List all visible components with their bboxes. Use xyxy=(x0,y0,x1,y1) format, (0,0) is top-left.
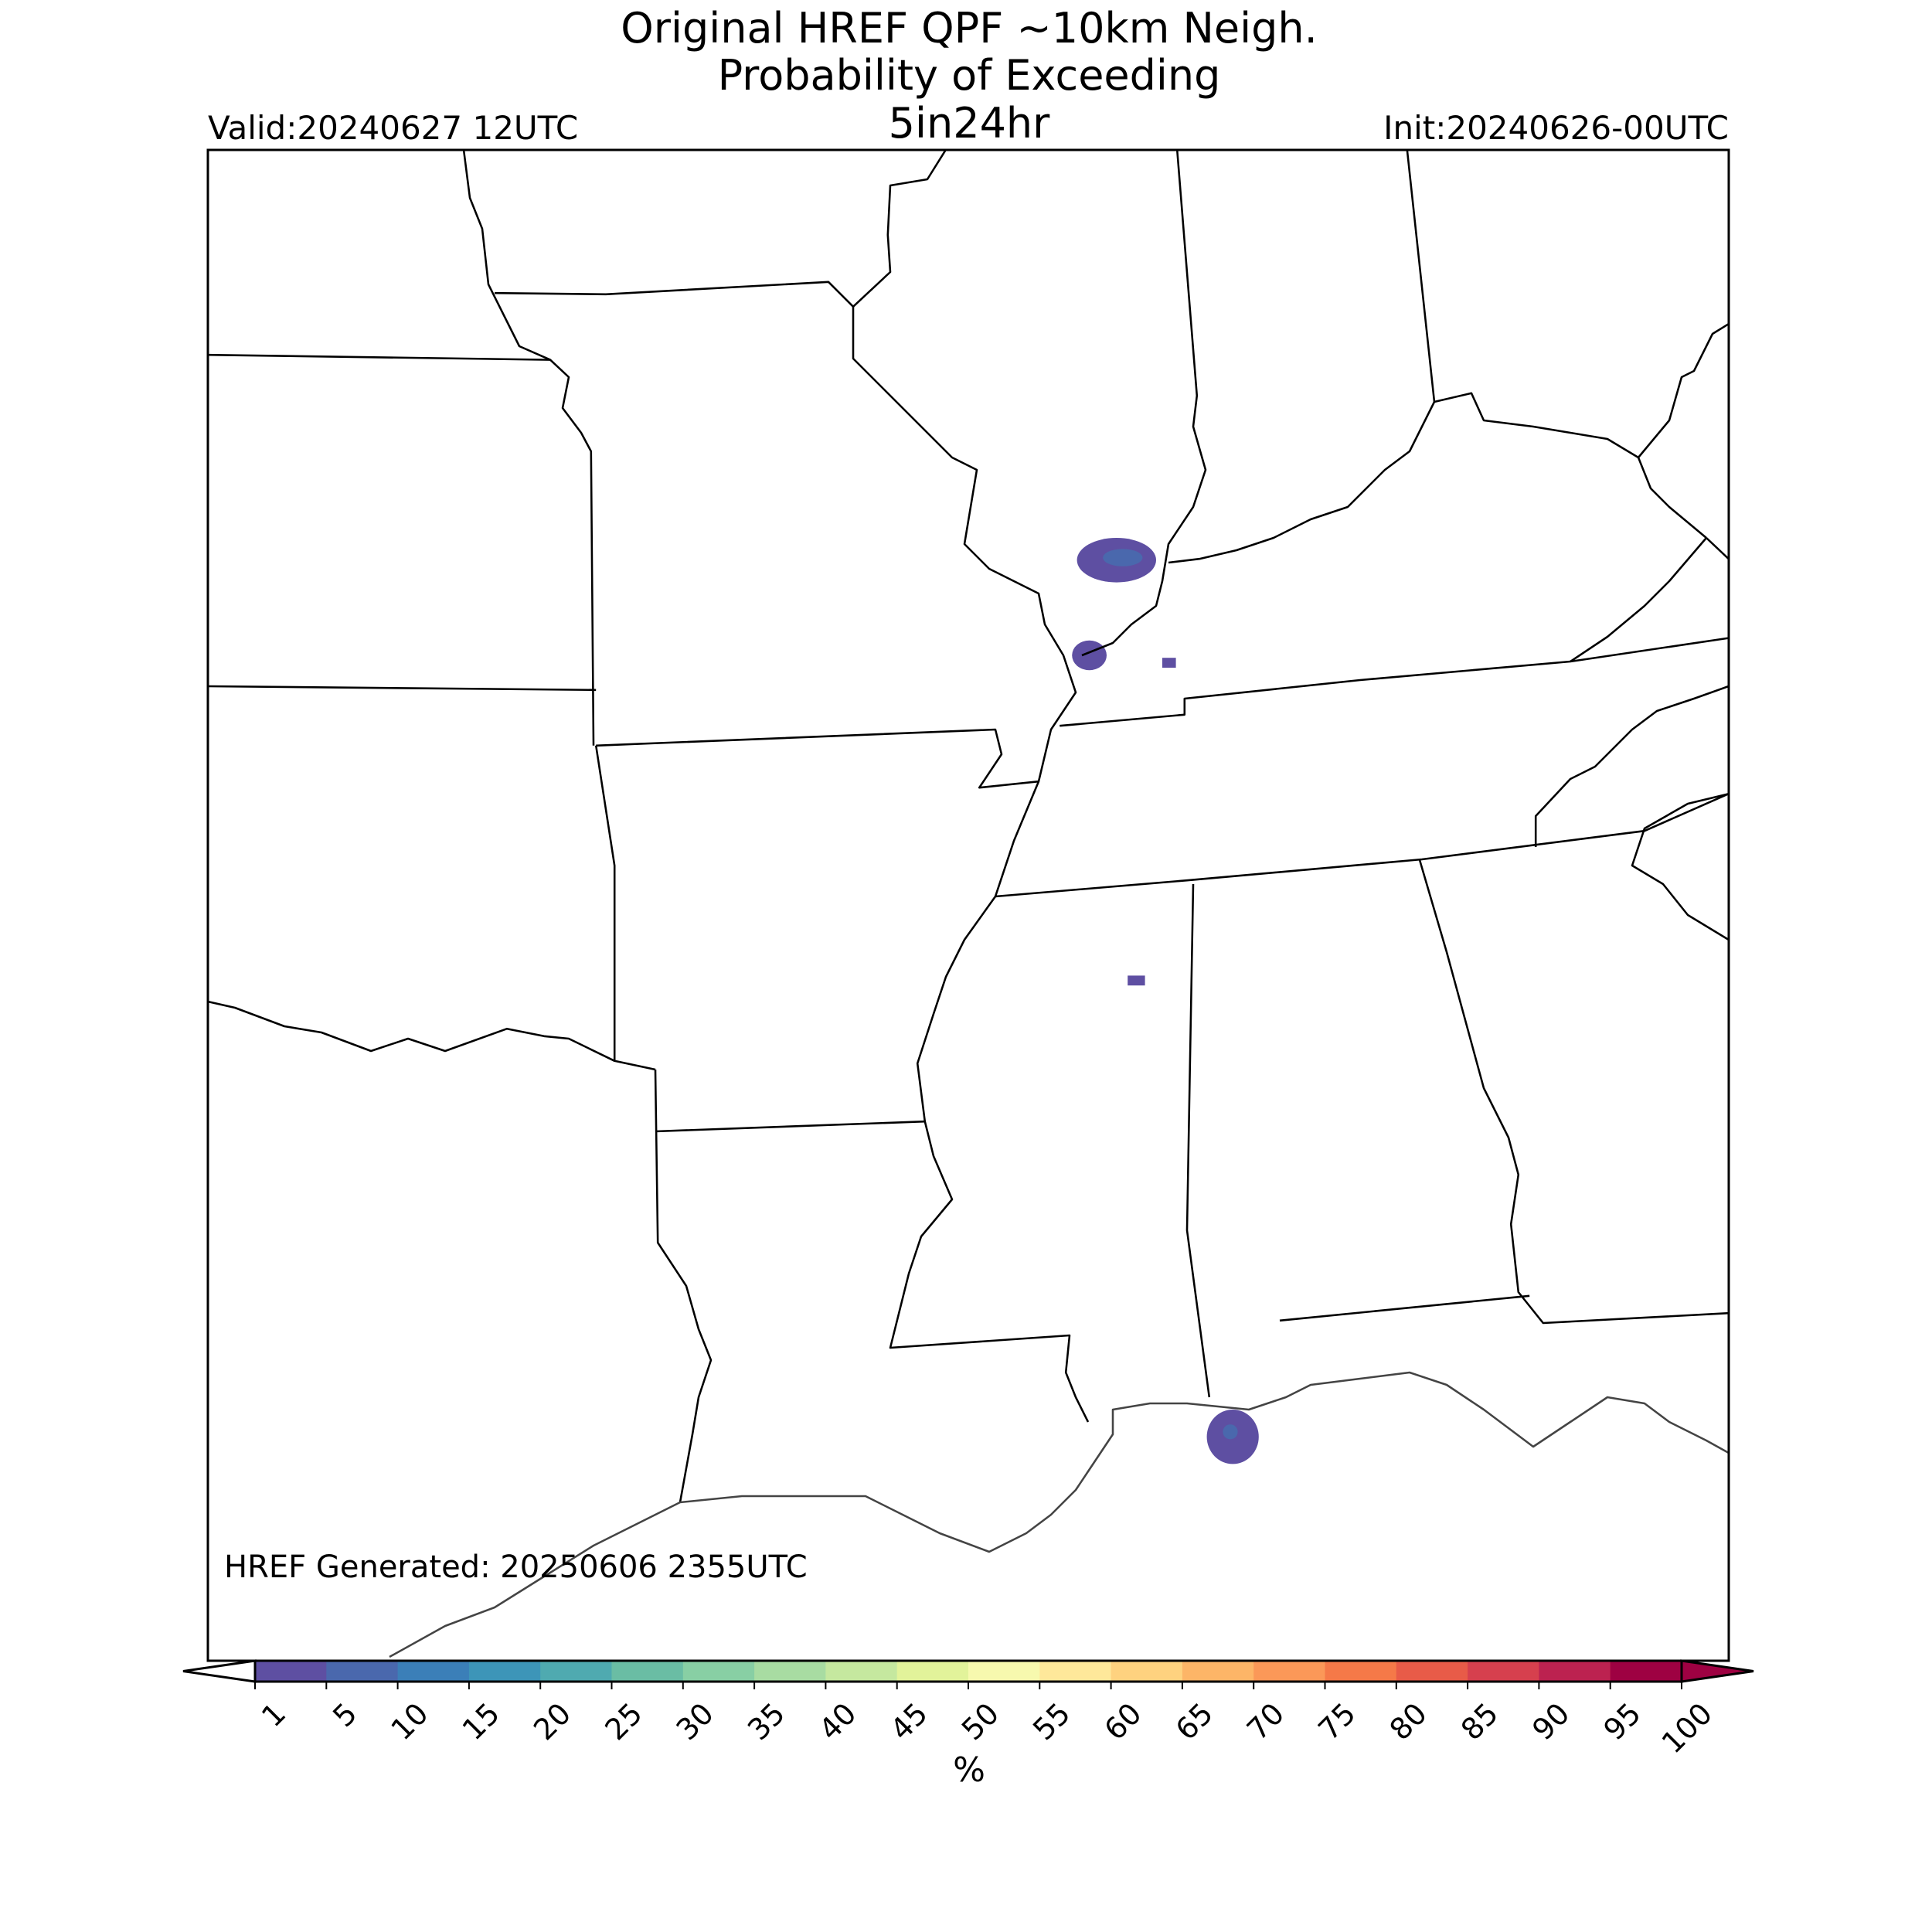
colorbar-tick-label: 10 xyxy=(384,1696,434,1747)
state-line xyxy=(1631,792,1730,941)
colorbar-tick-label: 45 xyxy=(884,1696,934,1747)
coastline xyxy=(389,1371,1730,1658)
valid-time: Valid:20240627 12UTC xyxy=(208,109,578,147)
colorbar-segment xyxy=(397,1661,470,1682)
state-line xyxy=(1534,685,1730,848)
state-line xyxy=(596,728,1039,789)
colorbar-segment xyxy=(1610,1661,1682,1682)
prob-area xyxy=(1128,975,1145,986)
state-line xyxy=(207,1000,615,1062)
colorbar-tick-label: 5 xyxy=(326,1696,363,1733)
colorbar-tick-label: 60 xyxy=(1097,1696,1148,1747)
prob-area xyxy=(1162,658,1176,668)
colorbar-segment xyxy=(1468,1661,1539,1682)
colorbar-segment xyxy=(255,1661,327,1682)
state-line xyxy=(852,148,947,308)
colorbar-tick-label: 30 xyxy=(670,1696,720,1747)
colorbar-tick-label: 1 xyxy=(255,1696,292,1733)
title-line: Original HREF QPF ~10km Neigh. xyxy=(621,4,1318,53)
prob-area xyxy=(1072,640,1107,671)
colorbar-segment xyxy=(825,1661,898,1682)
colorbar-segment xyxy=(1111,1661,1183,1682)
colorbar: 1 5 10 15 20 25 30 35 40 45 50 55 60 65 70 75 80 85 90 95 10… xyxy=(182,1659,1754,1760)
colorbar-tick-label: 15 xyxy=(456,1696,506,1747)
colorbar-tick-label: 65 xyxy=(1169,1696,1219,1747)
title-line: Probability of Exceeding xyxy=(718,51,1221,100)
colorbar-segment xyxy=(326,1661,399,1682)
state-line xyxy=(1060,637,1729,727)
state-line xyxy=(1081,149,1207,657)
probability-areas xyxy=(1072,538,1259,1464)
boundaries xyxy=(207,148,1730,1658)
colorbar-tick-label: 85 xyxy=(1454,1696,1505,1747)
colorbar-segment xyxy=(1182,1661,1254,1682)
state-line xyxy=(494,281,854,308)
colorbar-segment xyxy=(1253,1661,1325,1682)
map-frame xyxy=(206,148,1730,1662)
state-line xyxy=(207,353,551,361)
colorbar-tick-label: 100 xyxy=(1655,1696,1719,1760)
state-line xyxy=(1570,537,1707,663)
prob-area xyxy=(1223,1424,1238,1440)
colorbar-tick-label: 40 xyxy=(812,1696,862,1747)
state-line xyxy=(462,149,595,746)
state-line xyxy=(1706,537,1730,560)
colorbar-tick-label: 55 xyxy=(1026,1696,1077,1747)
colorbar-tick-label: 50 xyxy=(955,1696,1005,1747)
colorbar-label: % xyxy=(953,1750,985,1790)
generated-note: HREF Generated: 20250606 2355UTC xyxy=(224,1549,808,1585)
colorbar-segment xyxy=(540,1661,612,1682)
state-line xyxy=(655,1120,925,1133)
colorbar-segment xyxy=(1539,1661,1611,1682)
state-line xyxy=(1185,883,1211,1398)
state-line xyxy=(207,685,597,692)
colorbar-tick-label: 70 xyxy=(1240,1696,1291,1747)
map: HREF Generated: 20250606 2355UTC xyxy=(206,148,1730,1662)
title-line: 5in24hr xyxy=(889,99,1051,148)
colorbar-tick-label: 75 xyxy=(1311,1696,1362,1747)
state-line xyxy=(995,793,1730,898)
colorbar-tick-label: 25 xyxy=(598,1696,648,1747)
colorbar-tick-label: 35 xyxy=(741,1696,791,1747)
colorbar-under xyxy=(182,1659,257,1683)
state-line xyxy=(594,745,656,1071)
colorbar-over xyxy=(1680,1659,1754,1683)
river-line xyxy=(852,306,1090,1423)
colorbar-tick-label: 95 xyxy=(1597,1696,1648,1747)
colorbar-segment xyxy=(1396,1661,1468,1682)
init-time: Init:20240626-00UTC xyxy=(1383,109,1729,147)
colorbar-tick-label: 20 xyxy=(527,1696,577,1747)
state-line xyxy=(1168,392,1707,564)
colorbar-segment xyxy=(754,1661,826,1682)
colorbar-tick-label: 90 xyxy=(1526,1696,1576,1747)
colorbar-segment xyxy=(468,1661,541,1682)
colorbar-segment xyxy=(611,1661,684,1682)
state-line xyxy=(1279,1294,1530,1322)
colorbar-segment xyxy=(896,1661,969,1682)
prob-area xyxy=(1103,549,1143,566)
state-line xyxy=(1406,149,1436,403)
state-line xyxy=(654,1069,713,1503)
colorbar-segment xyxy=(1039,1661,1112,1682)
colorbar-segment xyxy=(968,1661,1040,1682)
state-line xyxy=(1418,859,1729,1325)
colorbar-tick-label: 80 xyxy=(1383,1696,1434,1747)
colorbar-segment xyxy=(1325,1661,1397,1682)
colorbar-segment xyxy=(682,1661,755,1682)
state-line xyxy=(1638,323,1730,458)
